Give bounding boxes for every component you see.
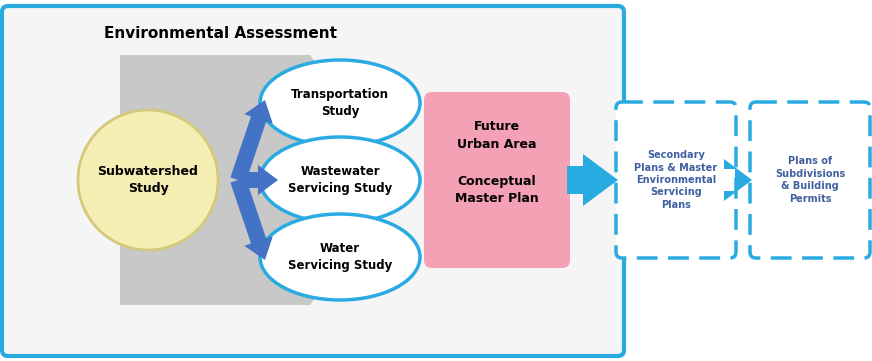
Ellipse shape (260, 137, 420, 223)
Polygon shape (724, 159, 752, 201)
Text: Wastewater
Servicing Study: Wastewater Servicing Study (288, 165, 392, 195)
FancyBboxPatch shape (750, 102, 870, 258)
Polygon shape (567, 154, 618, 206)
Ellipse shape (260, 214, 420, 300)
Ellipse shape (260, 60, 420, 146)
FancyBboxPatch shape (616, 102, 736, 258)
FancyBboxPatch shape (424, 92, 570, 268)
Polygon shape (310, 55, 400, 305)
FancyBboxPatch shape (2, 6, 624, 356)
Text: Plans of
Subdivisions
& Building
Permits: Plans of Subdivisions & Building Permits (775, 156, 845, 204)
Text: Future
Urban Area

Conceptual
Master Plan: Future Urban Area Conceptual Master Plan (455, 121, 539, 205)
Polygon shape (230, 178, 273, 260)
Polygon shape (230, 100, 273, 183)
Polygon shape (120, 55, 310, 305)
Text: Secondary
Plans & Master
Environmental
Servicing
Plans: Secondary Plans & Master Environmental S… (635, 150, 718, 210)
Text: Subwatershed
Study: Subwatershed Study (98, 165, 199, 195)
Text: Environmental Assessment: Environmental Assessment (104, 26, 337, 40)
Text: Water
Servicing Study: Water Servicing Study (288, 242, 392, 272)
Ellipse shape (78, 110, 218, 250)
Polygon shape (238, 165, 278, 195)
Text: Transportation
Study: Transportation Study (291, 88, 389, 118)
